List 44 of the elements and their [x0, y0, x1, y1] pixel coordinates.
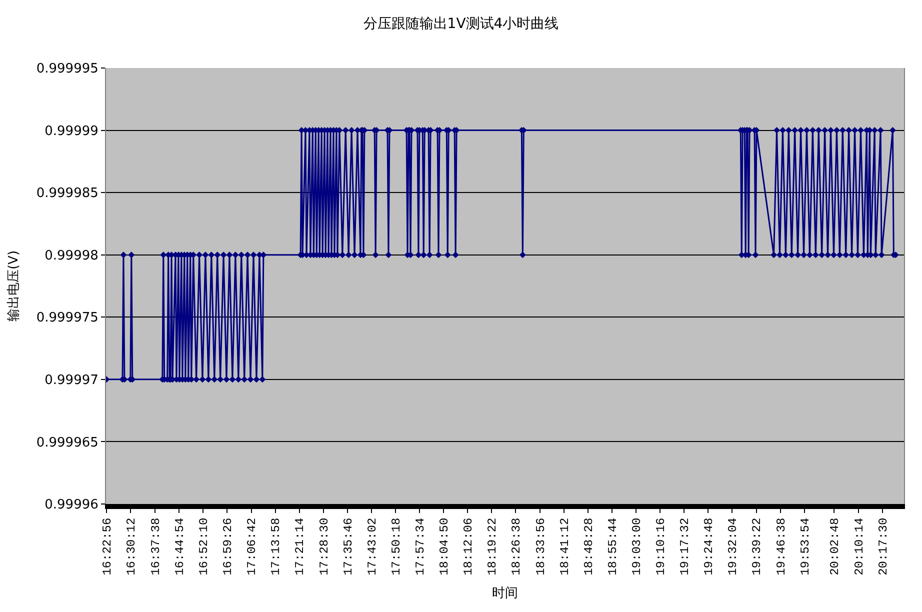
x-tick-label: 16:44:54	[173, 518, 188, 576]
x-tick-label: 18:19:22	[486, 518, 500, 576]
x-tick-label: 16:37:38	[148, 518, 163, 576]
y-tick-label: 0.99996	[44, 498, 98, 513]
y-tick-label: 0.99999	[44, 124, 98, 139]
y-axis-title: 输出电压(V)	[6, 250, 22, 322]
x-tick-label: 16:30:12	[124, 518, 138, 576]
x-tick-label: 19:32:04	[726, 518, 740, 576]
x-tick-label: 17:21:14	[293, 518, 308, 576]
x-tick-label: 19:39:22	[750, 518, 764, 576]
x-tick-label: 19:24:48	[702, 518, 716, 576]
x-tick-label: 16:52:10	[197, 518, 212, 576]
x-axis-title: 时间	[492, 586, 518, 602]
x-tick-label: 17:57:34	[413, 518, 428, 576]
y-tick-label: 0.99997	[44, 372, 98, 388]
x-tick-label: 16:59:26	[221, 518, 236, 576]
x-tick-label: 18:04:50	[437, 518, 452, 576]
y-tick-label: 0.999995	[36, 62, 98, 77]
y-tick-label: 0.99998	[44, 248, 98, 264]
x-tick-label: 17:13:58	[269, 518, 284, 576]
chart-title: 分压跟随输出1V测试4小时曲线	[363, 16, 559, 32]
x-tick-label: 20:02:48	[828, 518, 842, 576]
x-tick-label: 16:22:56	[100, 518, 114, 576]
x-tick-label: 19:17:32	[678, 518, 692, 576]
x-tick-label: 17:50:18	[389, 518, 404, 576]
x-tick-label: 18:12:06	[462, 518, 476, 576]
x-tick-label: 19:03:00	[630, 518, 644, 576]
x-tick-label: 17:43:02	[365, 518, 380, 576]
x-tick-label: 18:41:12	[558, 518, 572, 576]
x-tick-label: 17:06:42	[245, 518, 260, 576]
x-tick-label: 20:10:14	[852, 518, 866, 576]
x-tick-label: 18:33:56	[534, 518, 548, 576]
x-tick-label: 17:35:46	[341, 518, 356, 576]
y-tick-label: 0.999975	[36, 310, 98, 326]
x-tick-label: 18:55:44	[606, 518, 620, 576]
y-tick-label: 0.999985	[36, 186, 98, 202]
x-tick-label: 18:48:28	[582, 518, 596, 576]
x-tick-label: 19:10:16	[654, 518, 668, 576]
x-tick-label: 19:53:54	[798, 518, 812, 576]
x-tick-label: 17:28:30	[317, 518, 332, 576]
x-tick-label: 18:26:38	[510, 518, 524, 576]
x-tick-label: 19:46:38	[774, 518, 788, 576]
x-tick-label: 20:17:30	[876, 518, 890, 576]
y-tick-label: 0.999965	[36, 435, 98, 450]
